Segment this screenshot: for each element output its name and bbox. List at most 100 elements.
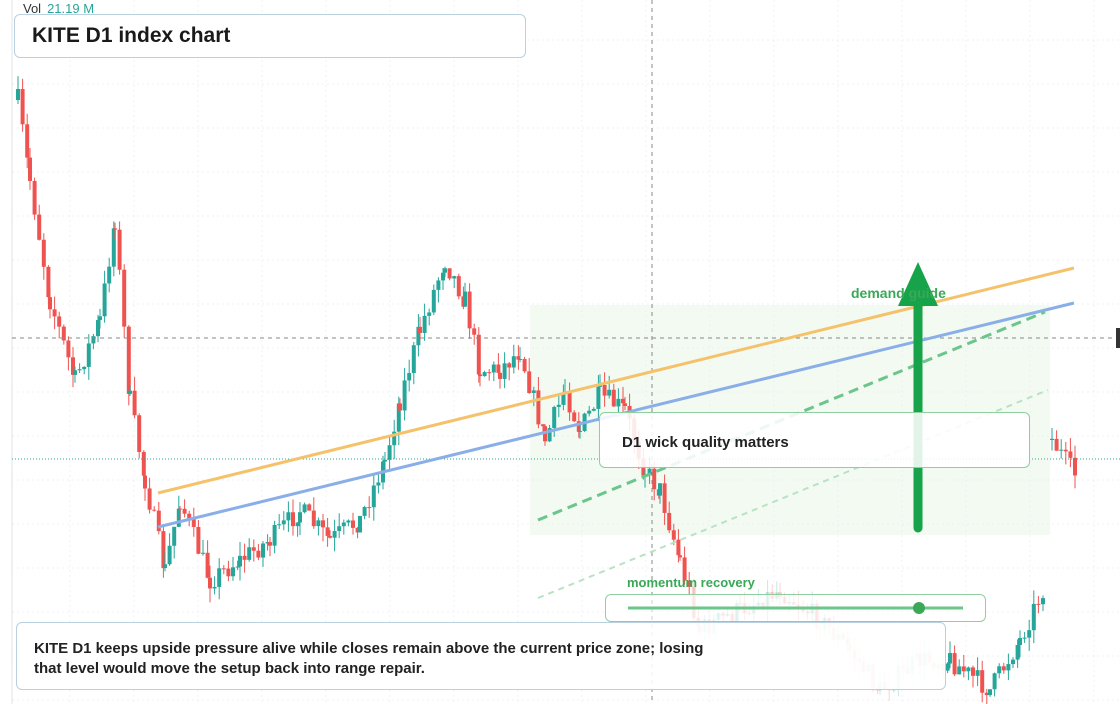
candle [516, 356, 521, 360]
candle [281, 520, 286, 525]
candle [952, 653, 957, 675]
slider-label: momentum recovery [627, 575, 755, 590]
candle [498, 372, 502, 379]
candle [536, 390, 541, 425]
candle [238, 555, 242, 567]
candle [196, 526, 201, 554]
candle [316, 520, 321, 527]
candle [596, 386, 601, 409]
candle [167, 545, 172, 565]
candle [61, 326, 66, 341]
candle [1022, 637, 1027, 639]
candle [392, 431, 397, 446]
candle [212, 586, 217, 589]
candle [37, 214, 42, 240]
candle [482, 372, 487, 377]
candle [191, 518, 196, 527]
candle [452, 276, 457, 279]
candle [662, 483, 667, 513]
candle [431, 289, 436, 313]
candle [291, 512, 295, 527]
candle [676, 539, 681, 556]
candle [552, 406, 557, 429]
candle [980, 670, 985, 693]
candle [102, 283, 107, 317]
candle [358, 515, 362, 533]
candle [522, 358, 527, 372]
candle [73, 370, 77, 375]
candle [487, 372, 492, 374]
candle [302, 504, 307, 513]
candle [948, 653, 952, 664]
candle [1041, 598, 1045, 605]
candle [616, 398, 621, 407]
candle [682, 557, 687, 581]
candle [111, 228, 116, 267]
candle [997, 666, 1002, 674]
candle [20, 89, 25, 125]
candle [531, 390, 536, 393]
candle [1063, 449, 1068, 452]
candle [556, 404, 561, 407]
candle [383, 459, 387, 462]
candle [443, 268, 447, 273]
vol-label: Vol [23, 1, 42, 16]
candle [975, 670, 980, 676]
candle [46, 266, 51, 298]
candle [351, 520, 355, 528]
candle [1031, 603, 1036, 631]
note: KITE D1 keeps upside pressure alive whil… [16, 622, 946, 690]
candle [376, 482, 381, 486]
candle [547, 428, 552, 442]
candle [1054, 438, 1059, 451]
candle [321, 520, 325, 528]
candle [1006, 664, 1011, 671]
slider-track [628, 602, 963, 614]
candle [178, 508, 182, 510]
candle [1011, 659, 1015, 665]
candle [387, 445, 392, 460]
candle [607, 389, 612, 396]
candle [988, 689, 992, 696]
candle [411, 345, 416, 374]
candle [961, 666, 966, 672]
candle [268, 542, 272, 546]
candle [163, 564, 167, 569]
candle [152, 509, 157, 511]
candle [561, 394, 566, 405]
candle [71, 357, 75, 375]
candle [96, 320, 100, 337]
candle [256, 550, 261, 558]
candle [251, 547, 256, 551]
candle [341, 522, 346, 527]
candle [611, 389, 616, 407]
thumb[interactable] [913, 602, 925, 614]
candle [77, 369, 82, 371]
candle [272, 524, 277, 546]
candle [86, 343, 91, 367]
candle [647, 468, 652, 475]
candle [1027, 630, 1032, 638]
candle [567, 392, 572, 413]
candle [891, 689, 896, 691]
vol-value: 21.19 M [47, 1, 95, 16]
candle [337, 526, 342, 531]
candle [16, 89, 20, 100]
candle [476, 334, 481, 375]
candle [436, 280, 441, 290]
candle [1073, 457, 1077, 476]
candle [1068, 451, 1073, 458]
candle [992, 673, 997, 690]
candle [371, 485, 376, 508]
candle [217, 568, 222, 587]
candle [416, 326, 421, 346]
candle [128, 390, 132, 394]
candle [1059, 449, 1064, 451]
candle [541, 424, 545, 427]
grid [12, 0, 1120, 704]
slider[interactable] [605, 594, 986, 622]
candle [147, 488, 152, 510]
candle [311, 510, 316, 527]
candle [687, 580, 692, 587]
